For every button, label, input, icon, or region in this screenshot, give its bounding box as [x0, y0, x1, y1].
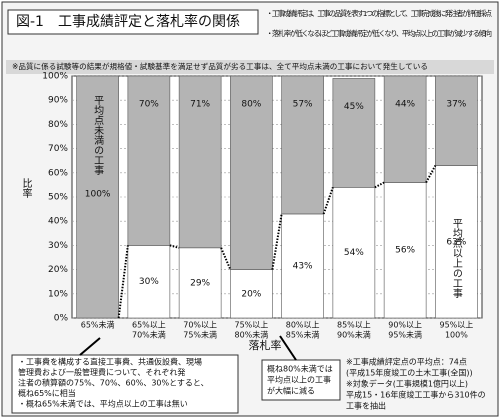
- value-label: 45%: [344, 102, 364, 112]
- x-tick-label: 70%未満: [132, 330, 166, 340]
- value-label: 37%: [446, 100, 466, 110]
- note: ・工事成績評定は、工事の品質を表す1つの指標として、工事完成後に発注者が評価採点: [266, 9, 493, 18]
- x-tick-label: 65%以上: [132, 321, 166, 330]
- bar-segment: [178, 247, 222, 319]
- annotation: が大幅に減る: [267, 386, 315, 396]
- series-label: 平均点以上の工事: [450, 218, 462, 298]
- x-tick-label: 75%未満: [183, 330, 217, 340]
- y-tick-label: 100%: [42, 72, 68, 82]
- y-tick-label: 50%: [48, 193, 68, 203]
- bar-segment: [178, 75, 222, 249]
- bar-segment: [332, 187, 376, 319]
- connector: [271, 213, 283, 270]
- x-tick-label: 85%以上: [337, 321, 371, 330]
- annotation: (平成15年度竣工の土木工事(全国)): [346, 368, 473, 378]
- annotation: 工事を抽出: [346, 401, 386, 411]
- value-label: 43%: [293, 261, 313, 271]
- x-axis-label: 落札率: [249, 338, 282, 352]
- x-tick-label: 90%未満: [337, 330, 371, 340]
- bar-segment: [383, 75, 427, 183]
- chart-title: 図-1 工事成績評定と落札率の関係: [16, 13, 240, 30]
- value-label: 54%: [344, 248, 364, 258]
- bar-segment: [127, 75, 171, 246]
- annotation: 注者の積算額の75%、70%、60%、30%とすると、: [18, 378, 209, 388]
- connector: [117, 245, 129, 319]
- y-tick-label: 0%: [54, 314, 69, 324]
- value-label: 63%: [446, 237, 466, 247]
- y-tick-label: 80%: [48, 120, 68, 130]
- value-label: 20%: [241, 289, 261, 299]
- x-tick-label: 85%未満: [286, 330, 320, 340]
- x-tick-label: 95%以上: [439, 321, 473, 330]
- x-tick-label: 80%未満: [234, 330, 268, 340]
- x-tick-label: 90%以上: [388, 321, 422, 330]
- note-box: [11, 354, 239, 414]
- connector: [220, 247, 232, 270]
- y-tick-label: 60%: [48, 168, 68, 178]
- connector: [425, 165, 437, 183]
- bar-segment: [76, 75, 119, 319]
- x-tick-label: 75%以上: [234, 321, 268, 330]
- annotation: ・概ね65%未満では、平均点以上の工事は無い: [18, 399, 188, 409]
- value-label: 57%: [293, 100, 313, 110]
- series-label: 平均点未満の工事: [92, 95, 104, 175]
- y-tick-label: 40%: [48, 217, 68, 227]
- bar-segment: [281, 213, 324, 319]
- bar-segment: [230, 269, 273, 319]
- banner: ※品質に係る試験等の結果が規格値・試験基準を満足せず品質が劣る工事は、全て平均点…: [12, 61, 428, 71]
- bar-segment: [383, 182, 427, 319]
- annotation: ※工事成績評定点の平均点：74点: [346, 357, 467, 367]
- annotation: 概ね65%に相当: [18, 388, 76, 398]
- annotation: 平成15・16年度竣工工事から310件の: [346, 390, 486, 400]
- annotation: 平均点以上の工事: [267, 375, 331, 385]
- title-box: [7, 9, 259, 35]
- value-label: 100%: [85, 190, 111, 200]
- note-box: [261, 359, 341, 401]
- value-label: 56%: [395, 246, 415, 256]
- value-label: 30%: [139, 277, 159, 287]
- value-label: 70%: [139, 100, 159, 110]
- bar-segment: [435, 75, 478, 166]
- bar-segment: [127, 245, 171, 319]
- value-label: 29%: [190, 278, 210, 288]
- x-tick-label: 95%未満: [388, 330, 422, 340]
- note: ・落札率が低くなるほど工事成績評定が低くなり、平均点以上の工事が減少する傾向: [266, 29, 492, 38]
- annotation: 管理費および一般管理費について、それぞれ発: [18, 367, 185, 377]
- y-tick-label: 20%: [48, 265, 68, 275]
- x-tick-label: 70%以上: [183, 321, 217, 330]
- bar-segment: [230, 75, 273, 270]
- y-tick-label: 70%: [48, 144, 68, 154]
- value-label: 80%: [241, 100, 261, 110]
- value-label: 44%: [395, 100, 415, 110]
- annotation: ※対象データ(工事規模1億円以上): [346, 379, 468, 389]
- banner-bg: [6, 60, 494, 74]
- bar-segment: [332, 78, 376, 188]
- x-tick-label: 80%以上: [286, 321, 320, 330]
- bar-segment: [281, 75, 324, 215]
- y-axis-label: 比率: [20, 178, 32, 199]
- annotation: ・工事費を構成する直接工事費、共通仮設費、現場: [18, 357, 202, 367]
- y-tick-label: 10%: [48, 289, 68, 299]
- y-tick-label: 30%: [48, 241, 68, 251]
- value-label: 71%: [190, 100, 210, 110]
- x-tick-label: 65%未満: [81, 320, 115, 330]
- x-tick-label: 100%: [445, 331, 468, 340]
- y-tick-label: 90%: [48, 96, 68, 106]
- annotation: 概ね80%未満では: [267, 364, 333, 374]
- arrow: [79, 335, 297, 361]
